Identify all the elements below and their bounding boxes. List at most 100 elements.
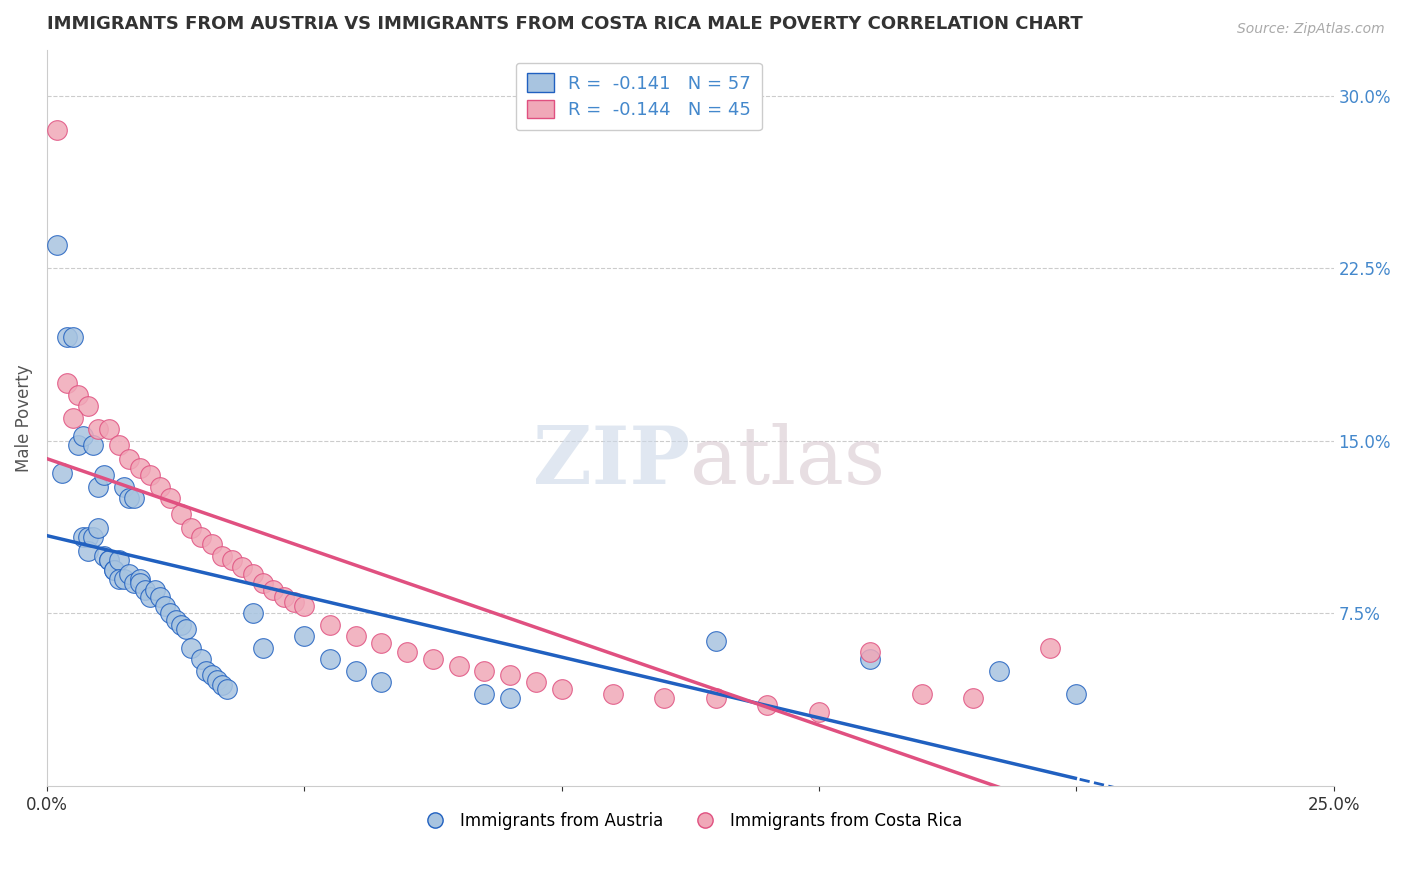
Point: [447, 659, 470, 673]
Text: atlas: atlas: [690, 423, 886, 501]
Point: [499, 668, 522, 682]
Point: [103, 563, 125, 577]
Point: [72, 530, 94, 544]
Point: [602, 687, 624, 701]
Point: [87, 422, 110, 436]
Point: [180, 640, 202, 655]
Text: Source: ZipAtlas.com: Source: ZipAtlas.com: [1237, 22, 1385, 37]
Point: [93, 468, 115, 483]
Point: [262, 583, 284, 598]
Point: [499, 691, 522, 706]
Legend: Immigrants from Austria, Immigrants from Costa Rica: Immigrants from Austria, Immigrants from…: [412, 805, 969, 837]
Point: [46, 123, 69, 137]
Point: [1064, 687, 1087, 701]
Point: [149, 591, 172, 605]
Point: [170, 508, 193, 522]
Point: [108, 572, 131, 586]
Point: [82, 438, 104, 452]
Point: [292, 599, 315, 614]
Point: [56, 376, 79, 391]
Point: [704, 691, 727, 706]
Point: [1039, 640, 1062, 655]
Point: [77, 530, 100, 544]
Text: IMMIGRANTS FROM AUSTRIA VS IMMIGRANTS FROM COSTA RICA MALE POVERTY CORRELATION C: IMMIGRANTS FROM AUSTRIA VS IMMIGRANTS FR…: [46, 15, 1083, 33]
Point: [190, 530, 212, 544]
Point: [200, 537, 222, 551]
Point: [221, 553, 243, 567]
Point: [62, 410, 84, 425]
Y-axis label: Male Poverty: Male Poverty: [15, 364, 32, 472]
Point: [139, 591, 162, 605]
Point: [180, 521, 202, 535]
Point: [756, 698, 779, 713]
Point: [124, 576, 146, 591]
Point: [62, 330, 84, 344]
Point: [77, 400, 100, 414]
Point: [93, 549, 115, 563]
Point: [77, 544, 100, 558]
Point: [319, 652, 342, 666]
Point: [170, 617, 193, 632]
Point: [128, 572, 150, 586]
Point: [51, 466, 73, 480]
Point: [252, 640, 274, 655]
Text: ZIP: ZIP: [533, 423, 690, 501]
Point: [159, 607, 181, 621]
Point: [159, 491, 181, 506]
Point: [859, 645, 882, 659]
Point: [143, 583, 166, 598]
Point: [215, 682, 238, 697]
Point: [108, 438, 131, 452]
Point: [87, 521, 110, 535]
Point: [97, 553, 120, 567]
Point: [103, 563, 125, 577]
Point: [472, 687, 495, 701]
Point: [112, 480, 135, 494]
Point: [344, 664, 367, 678]
Point: [211, 549, 233, 563]
Point: [319, 617, 342, 632]
Point: [200, 668, 222, 682]
Point: [56, 330, 79, 344]
Point: [195, 664, 218, 678]
Point: [273, 591, 295, 605]
Point: [149, 480, 172, 494]
Point: [108, 553, 131, 567]
Point: [128, 576, 150, 591]
Point: [988, 664, 1011, 678]
Point: [654, 691, 676, 706]
Point: [231, 560, 253, 574]
Point: [205, 673, 228, 687]
Point: [962, 691, 984, 706]
Point: [252, 576, 274, 591]
Point: [292, 629, 315, 643]
Point: [524, 675, 547, 690]
Point: [82, 530, 104, 544]
Point: [344, 629, 367, 643]
Point: [550, 682, 572, 697]
Point: [242, 567, 264, 582]
Point: [911, 687, 934, 701]
Point: [165, 613, 187, 627]
Point: [283, 595, 305, 609]
Point: [128, 461, 150, 475]
Point: [87, 480, 110, 494]
Point: [112, 572, 135, 586]
Point: [134, 583, 156, 598]
Point: [807, 705, 830, 719]
Point: [242, 607, 264, 621]
Point: [66, 438, 89, 452]
Point: [46, 238, 69, 252]
Point: [124, 491, 146, 506]
Point: [155, 599, 177, 614]
Point: [422, 652, 444, 666]
Point: [370, 636, 392, 650]
Point: [174, 623, 197, 637]
Point: [190, 652, 212, 666]
Point: [472, 664, 495, 678]
Point: [97, 422, 120, 436]
Point: [396, 645, 419, 659]
Point: [72, 429, 94, 443]
Point: [139, 468, 162, 483]
Point: [859, 652, 882, 666]
